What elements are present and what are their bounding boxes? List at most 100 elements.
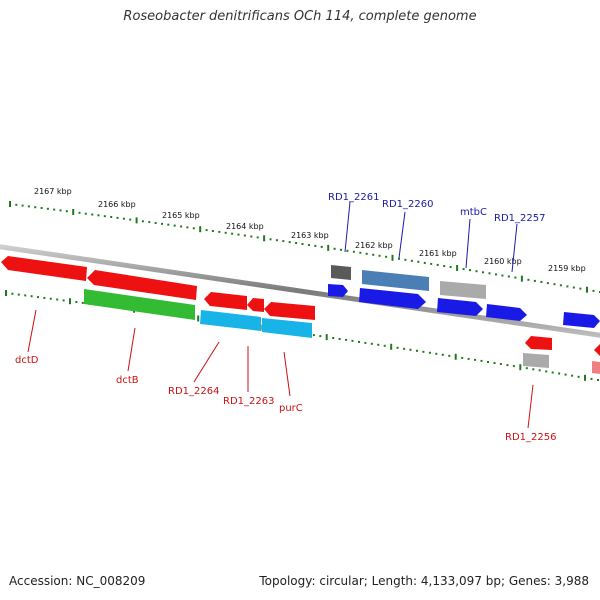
minor-tick [428,351,431,354]
gene-arrow-small[interactable] [328,284,348,297]
minor-tick [436,263,439,266]
minor-tick [435,352,438,355]
minor-tick [154,222,157,224]
minor-tick [372,253,375,256]
upper-scale-ruler [9,201,600,293]
minor-tick [110,216,113,218]
minor-tick [173,224,176,227]
minor-tick [15,203,18,206]
minor-tick [553,283,556,286]
minor-tick [319,335,322,338]
accession-text: Accession: NC_008209 [9,574,146,588]
gene-red-edge-right[interactable] [594,344,600,356]
minor-tick [545,370,548,373]
major-tick [391,254,394,261]
minor-tick [345,338,348,341]
gene-rd1-2256[interactable] [525,336,552,350]
major-tick [456,265,459,271]
minor-tick [488,272,491,275]
minor-tick [205,229,208,232]
minor-tick [467,357,470,360]
forward-strand-genes [328,265,600,328]
minor-tick [404,258,407,261]
gene-label-rd1-2260: RD1_2260 [382,199,433,210]
minor-tick [572,286,575,289]
minor-tick [148,221,151,224]
minor-tick [75,301,78,303]
minor-tick [441,353,444,356]
gene-rd1-2263-red[interactable] [247,298,264,312]
minor-tick [314,244,317,247]
minor-tick [338,338,341,340]
major-tick [520,275,523,282]
minor-tick [540,281,543,283]
minor-tick [597,379,599,381]
minor-tick [501,274,504,277]
gene-arrow-edge[interactable] [563,312,600,328]
minor-tick [231,232,234,235]
minor-tick [81,301,84,304]
minor-tick [449,266,452,268]
minor-tick [269,238,272,241]
minor-tick [571,374,574,377]
gene-dctd[interactable] [1,256,87,281]
gene-rd1-2256-grey[interactable] [523,353,549,368]
gene-dctb[interactable] [84,289,195,320]
gene-rd1-2260[interactable] [362,270,429,291]
minor-tick [27,205,30,208]
gene-rd1-2260-b[interactable] [359,288,426,309]
gene-label-rd1-2264: RD1_2264 [168,386,219,397]
minor-tick [65,210,68,213]
gene-mtbc[interactable] [440,281,486,299]
minor-tick [417,260,420,263]
major-tick [197,315,200,322]
minor-tick [186,226,189,229]
minor-tick [53,208,56,211]
gene-purc[interactable] [264,302,315,320]
minor-tick [43,296,46,299]
minor-tick [480,359,483,362]
minor-tick [351,339,354,342]
kbp-label: 2159 kbp [548,264,586,273]
minor-tick [469,269,471,272]
gene-rd1-2264[interactable] [200,310,261,331]
minor-tick [59,209,62,212]
minor-tick [340,248,342,251]
gene-rd1-2261[interactable] [331,265,351,280]
gene-rd1-2264-red[interactable] [204,292,247,310]
minor-tick [532,368,535,371]
minor-tick [180,225,183,228]
minor-tick [91,213,94,216]
minor-tick [564,373,567,376]
major-tick [325,334,328,341]
kbp-label: 2167 kbp [34,187,72,196]
minor-tick [383,344,386,347]
minor-tick [495,273,497,276]
major-tick [519,364,522,371]
minor-tick [377,343,380,346]
minor-tick [167,223,170,226]
minor-tick [288,241,291,244]
major-tick [135,217,138,224]
minor-tick [474,358,477,361]
minor-tick [346,249,349,252]
minor-tick [352,250,355,253]
gene-pink-edge-right[interactable] [592,361,600,374]
minor-tick [11,292,14,295]
kbp-label: 2160 kbp [484,257,522,266]
minor-tick [122,217,125,220]
minor-tick [461,356,464,359]
minor-tick [396,346,399,349]
minor-tick [385,255,388,258]
kbp-label: 2165 kbp [162,211,200,220]
gene-dctb-red[interactable] [87,270,197,300]
minor-tick [359,251,362,254]
gene-mtbc-b[interactable] [437,298,483,316]
reverse-strand-genes [1,256,600,374]
minor-tick [538,369,541,372]
minor-tick [525,367,528,370]
minor-tick [56,298,59,301]
gene-rd1-2263[interactable] [262,318,312,338]
gene-rd1-2257[interactable] [486,304,527,321]
minor-tick [129,218,132,221]
